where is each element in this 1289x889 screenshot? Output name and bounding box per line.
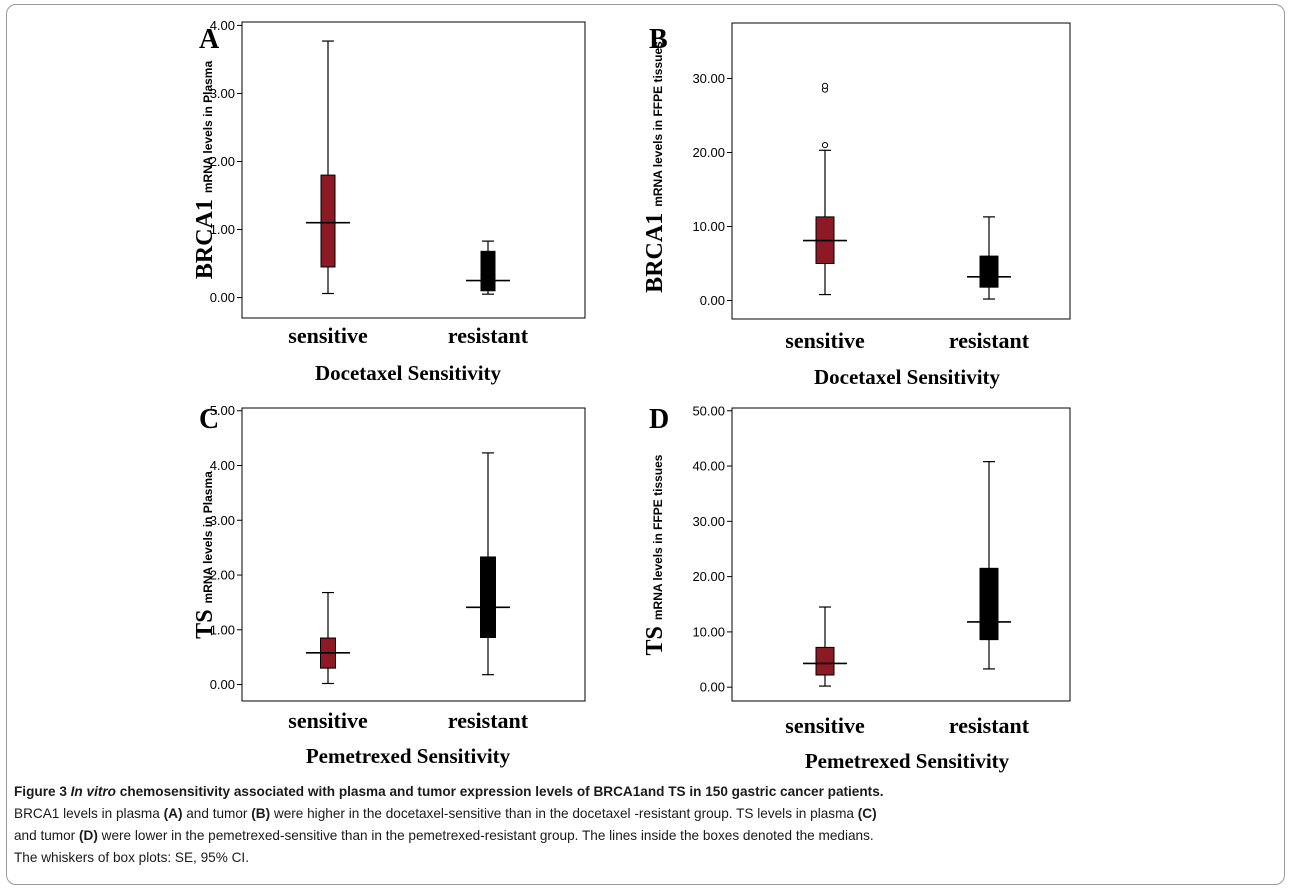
x-category-label: sensitive: [785, 713, 865, 738]
outlier-point: [821, 142, 829, 149]
x-category-label: sensitive: [288, 323, 368, 348]
y-tick-label: 3.00: [210, 86, 235, 101]
y-label-main: TS: [642, 620, 668, 655]
panel-letter: D: [649, 404, 669, 435]
x-axis-label: Pemetrexed Sensitivity: [306, 744, 511, 768]
box-sensitive: [815, 646, 835, 676]
y-label-main: BRCA1: [192, 193, 218, 279]
y-tick-label: 2.00: [210, 154, 235, 169]
y-tick-label: 3.00: [210, 513, 235, 528]
y-tick-label: 10.00: [692, 624, 725, 639]
panel-d-chart: 0.00 10.00 20.00 30.00 40.00 50.00 sensitive re…: [642, 403, 1071, 773]
caption-line-1: BRCA1 levels in plasma (A) and tumor (B)…: [14, 806, 877, 821]
box-resistant: [480, 556, 496, 638]
y-tick-label: 0.00: [700, 680, 725, 695]
y-tick-label: 20.00: [692, 145, 725, 160]
panel-letter: A: [199, 24, 220, 55]
x-category-label: resistant: [949, 713, 1030, 738]
panel-b-chart: 0.00 10.00 20.00 30.00 sensitive resistant Doc…: [642, 22, 1071, 389]
box-resistant: [979, 567, 999, 641]
y-tick-label: 30.00: [692, 514, 725, 529]
y-axis-label: TS mRNA levels in FFPE tissues: [642, 454, 668, 655]
x-category-label: resistant: [448, 708, 529, 733]
figure-frame: [6, 4, 1285, 885]
panel-letter: B: [649, 24, 668, 55]
y-axis-label: TS mRNA levels in Plasma: [192, 471, 218, 639]
x-category-label: resistant: [949, 328, 1030, 353]
y-label-main: BRCA1: [642, 207, 668, 293]
y-label-main: TS: [192, 603, 218, 638]
y-tick-label: 2.00: [210, 568, 235, 583]
x-category-label: resistant: [448, 323, 529, 348]
y-tick-label: 4.00: [210, 458, 235, 473]
y-label-sub: mRNA levels in FFPE tissues: [651, 454, 665, 620]
y-tick-label: 40.00: [692, 459, 725, 474]
figure-caption: Figure 3 In vitro chemosensitivity assoc…: [14, 781, 1276, 869]
plot-frame: [241, 407, 586, 702]
x-category-label: sensitive: [785, 328, 865, 353]
plot-frame: [731, 407, 1071, 702]
plot-frame: [731, 22, 1071, 320]
panel-letter: C: [199, 404, 219, 435]
y-tick-label: 0.00: [700, 293, 725, 308]
outlier-point: [821, 82, 829, 90]
x-axis-label: Pemetrexed Sensitivity: [805, 749, 1010, 773]
panel-a-chart: 0.00 1.00 2.00 3.00 4.00 sensitive resistant Do…: [192, 18, 586, 385]
y-tick-label: 1.00: [210, 622, 235, 637]
y-tick-label: 5.00: [210, 403, 235, 418]
y-tick-label: 4.00: [210, 18, 235, 33]
y-tick-label: 50.00: [692, 403, 725, 418]
plot-frame: [241, 21, 586, 319]
y-tick-label: 10.00: [692, 219, 725, 234]
y-tick-label: 1.00: [210, 222, 235, 237]
y-axis-label: BRCA1 mRNA levels in Plasma: [192, 61, 218, 280]
caption-title: Figure 3 In vitro chemosensitivity assoc…: [14, 784, 884, 799]
x-category-label: sensitive: [288, 708, 368, 733]
y-label-sub: mRNA levels in Plasma: [201, 471, 215, 604]
y-tick-label: 30.00: [692, 71, 725, 86]
y-label-sub: mRNA levels in FFPE tissues: [651, 41, 665, 207]
x-axis-label: Docetaxel Sensitivity: [315, 361, 502, 385]
y-tick-label: 0.00: [210, 677, 235, 692]
y-tick-label: 20.00: [692, 569, 725, 584]
box-resistant: [480, 250, 496, 292]
x-axis-label: Docetaxel Sensitivity: [814, 365, 1001, 389]
y-tick-label: 0.00: [210, 290, 235, 305]
box-sensitive: [320, 174, 336, 268]
caption-line-3: The whiskers of box plots: SE, 95% CI.: [14, 850, 249, 865]
panel-c-chart: 0.00 1.00 2.00 3.00 4.00 5.00 sensitive resista…: [192, 403, 586, 768]
y-label-sub: mRNA levels in Plasma: [201, 61, 215, 194]
caption-line-2: and tumor (D) were lower in the pemetrex…: [14, 828, 874, 843]
box-resistant: [979, 255, 999, 288]
y-axis-label: BRCA1 mRNA levels in FFPE tissues: [642, 41, 668, 293]
